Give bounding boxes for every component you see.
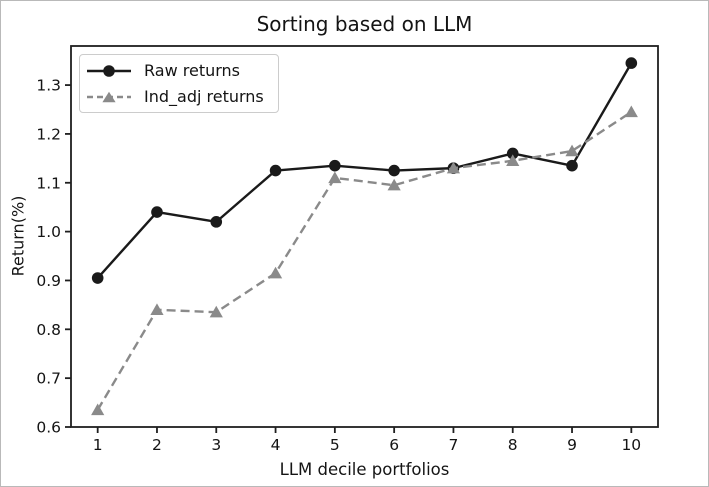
chart-title: Sorting based on LLM <box>256 12 473 36</box>
data-point-marker <box>506 154 520 166</box>
raw-returns-line-sample-icon <box>87 64 131 77</box>
legend-item-raw-returns: Raw returns <box>87 59 272 82</box>
data-point-marker <box>506 147 519 160</box>
y-tick-label: 1.0 <box>36 223 61 241</box>
data-point-marker <box>624 105 638 118</box>
y-tick-label: 0.9 <box>36 272 61 290</box>
x-tick-label: 2 <box>152 436 162 454</box>
data-point-marker <box>209 305 223 318</box>
x-axis-label: LLM decile portfolios <box>279 460 450 479</box>
x-tick-label: 1 <box>93 436 103 454</box>
data-point-marker <box>387 178 401 191</box>
y-tick-label: 1.1 <box>36 174 61 192</box>
x-tick-label: 8 <box>508 436 518 454</box>
data-point-marker <box>566 159 578 172</box>
series-ind-adj-returns <box>91 105 638 416</box>
x-tick-label: 3 <box>211 436 221 454</box>
y-tick-label: 1.2 <box>36 125 61 143</box>
data-point-marker <box>329 159 341 172</box>
data-point-marker <box>268 266 283 279</box>
data-point-marker <box>328 171 342 184</box>
data-point-marker <box>388 164 400 177</box>
plot-frame <box>70 45 659 428</box>
legend-item-ind-adj-returns: Ind_adj returns <box>87 85 272 108</box>
data-point-marker <box>565 144 579 157</box>
series-line <box>96 62 633 279</box>
data-point-marker <box>269 164 282 177</box>
x-tick-label: 5 <box>330 436 340 454</box>
legend: Raw returns Ind_adj returns <box>79 54 279 113</box>
data-point-marker <box>91 403 105 416</box>
data-point-marker <box>625 57 638 69</box>
data-point-marker <box>91 272 104 284</box>
y-tick-label: 0.8 <box>36 321 61 339</box>
series-line <box>96 110 632 411</box>
x-tick-label: 9 <box>567 436 577 454</box>
data-point-marker <box>446 161 461 174</box>
y-tick-label: 0.6 <box>36 419 61 437</box>
ind-adj-returns-line-sample-icon <box>87 91 131 102</box>
y-tick-label: 0.7 <box>36 370 61 388</box>
legend-marker-triangle <box>102 91 116 102</box>
x-tick-label: 7 <box>449 436 459 454</box>
x-tick-label: 10 <box>621 436 641 454</box>
legend-label-ind-adj-returns: Ind_adj returns <box>144 86 264 106</box>
y-tick-label: 1.3 <box>36 77 61 95</box>
series-raw-returns <box>91 57 638 284</box>
x-tick-label: 4 <box>271 436 281 454</box>
legend-marker-circle <box>103 64 115 77</box>
data-point-marker <box>210 216 223 228</box>
data-point-marker <box>150 303 164 315</box>
legend-label-raw-returns: Raw returns <box>144 60 240 80</box>
x-tick-label: 6 <box>389 436 399 454</box>
data-point-marker <box>151 206 163 218</box>
